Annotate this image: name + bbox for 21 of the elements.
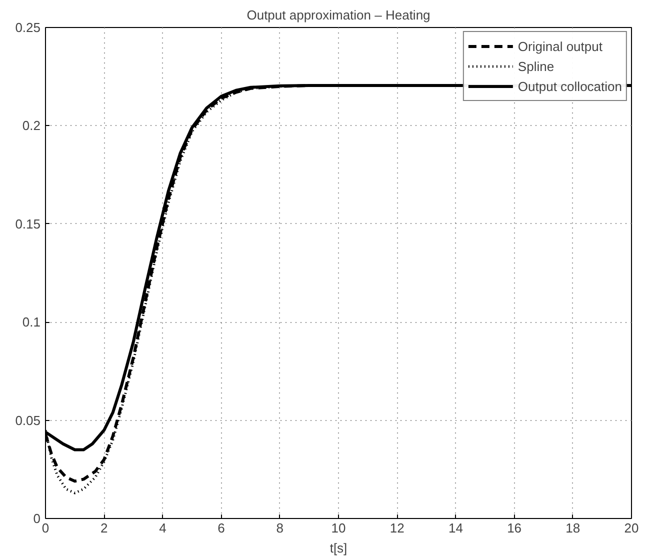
y-tick-label: 0.1 — [22, 314, 41, 330]
y-tick-label: 0 — [33, 511, 41, 526]
y-tick-label: 0.15 — [15, 216, 41, 232]
x-tick-label: 2 — [100, 520, 108, 536]
x-axis-title: t[s] — [330, 540, 348, 556]
x-tick-label: 6 — [218, 520, 225, 536]
x-tick-label: 16 — [507, 520, 522, 536]
x-tick-label: 4 — [159, 520, 166, 536]
y-tick-label: 0.05 — [15, 412, 41, 428]
x-tick-label: 10 — [331, 520, 346, 536]
y-tick-label: 0.2 — [22, 118, 41, 134]
x-tick-label: 20 — [624, 520, 639, 536]
legend-label: Output collocation — [518, 78, 622, 94]
x-tick-label: 12 — [390, 520, 404, 536]
x-tick-label: 14 — [448, 520, 463, 536]
x-tick-label: 8 — [276, 520, 284, 536]
chart-title: Output approximation – Heating — [246, 8, 430, 22]
y-tick-label: 0.25 — [15, 20, 41, 35]
legend-label: Spline — [518, 58, 554, 74]
legend-label: Original output — [518, 38, 602, 54]
x-tick-label: 18 — [566, 520, 580, 536]
